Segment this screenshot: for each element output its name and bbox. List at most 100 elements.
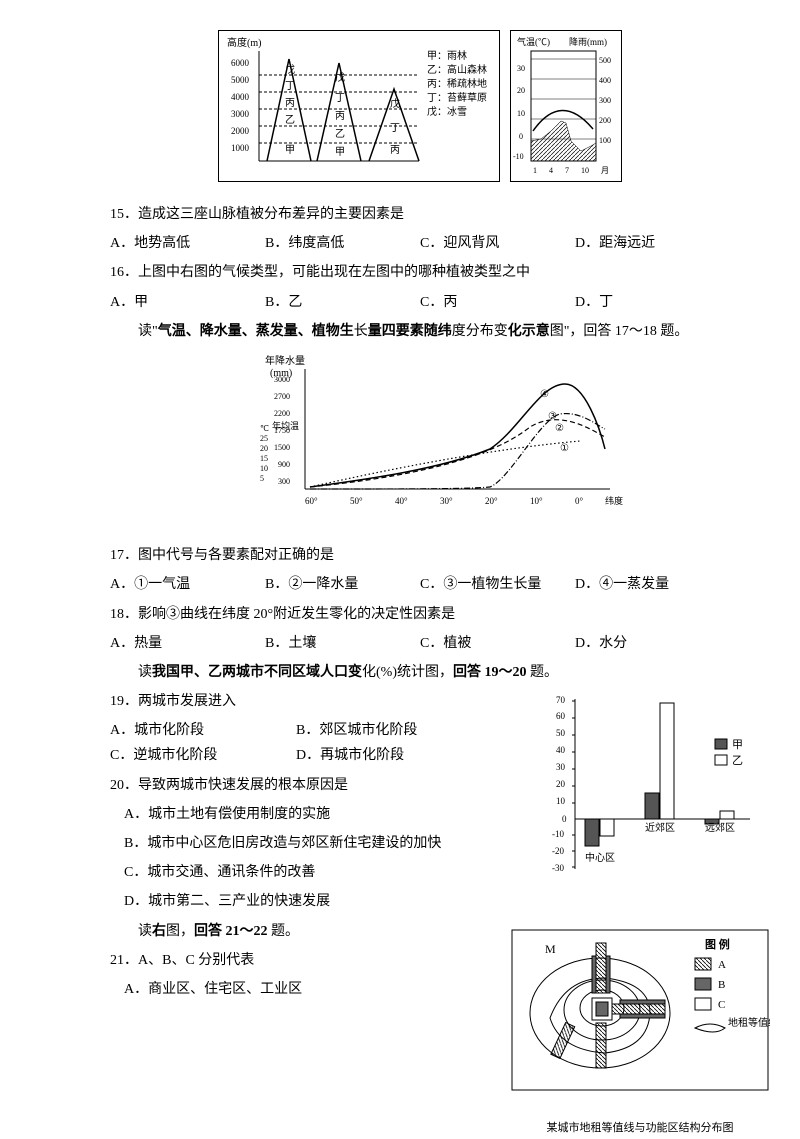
svg-text:甲: 甲 — [732, 739, 743, 751]
svg-text:50°: 50° — [350, 496, 363, 506]
q19-c[interactable]: C．逆城市化阶段 — [110, 743, 296, 768]
q16-d[interactable]: D．丁 — [575, 290, 730, 315]
svg-text:丁：苔藓草原: 丁：苔藓草原 — [427, 91, 487, 104]
q15-a[interactable]: A．地势高低 — [110, 231, 265, 256]
svg-text:60°: 60° — [305, 496, 318, 506]
svg-text:4000: 4000 — [231, 92, 250, 102]
svg-text:1750: 1750 — [274, 426, 290, 435]
svg-text:丙: 丙 — [390, 145, 400, 156]
svg-text:丁: 丁 — [285, 81, 295, 92]
q16-stem: 16．上图中右图的气候类型，可能出现在左图中的哪种植被类型之中 — [110, 260, 730, 285]
q18-a[interactable]: A．热量 — [110, 631, 265, 656]
svg-text:3000: 3000 — [231, 109, 250, 119]
fig4-caption: 某城市地租等值线与功能区结构分布图 — [510, 1119, 770, 1139]
svg-text:年降水量: 年降水量 — [265, 354, 305, 367]
svg-text:②: ② — [555, 423, 564, 434]
figure-19-20: -30 -20 -10 0 10 20 30 40 50 60 70 中心区 — [540, 689, 770, 888]
svg-text:戊: 戊 — [390, 98, 400, 110]
q18-d[interactable]: D．水分 — [575, 631, 730, 656]
svg-text:乙：高山森林: 乙：高山森林 — [427, 63, 487, 76]
svg-text:5: 5 — [260, 474, 264, 483]
svg-text:0: 0 — [519, 132, 523, 141]
svg-text:400: 400 — [599, 76, 611, 85]
svg-text:30: 30 — [556, 762, 566, 772]
svg-text:戊: 戊 — [335, 72, 345, 84]
figure-17-18: 年降水量 (mm) 年均温 300 900 1500 1750 2200 270… — [110, 349, 730, 528]
svg-text:6000: 6000 — [231, 58, 250, 68]
q19-d[interactable]: D．再城市化阶段 — [296, 743, 482, 768]
svg-text:3000: 3000 — [274, 375, 290, 384]
q19-b[interactable]: B．郊区城市化阶段 — [296, 718, 482, 743]
q17-stem: 17．图中代号与各要素配对正确的是 — [110, 543, 730, 568]
svg-text:300: 300 — [599, 96, 611, 105]
q15-d[interactable]: D．距海远近 — [575, 231, 730, 256]
svg-text:10: 10 — [556, 796, 566, 806]
ylabel: 高度(m) — [227, 36, 261, 49]
svg-text:降雨(mm): 降雨(mm) — [569, 36, 607, 47]
q15-c[interactable]: C．迎风背风 — [420, 231, 575, 256]
svg-text:纬度: 纬度 — [605, 495, 623, 506]
svg-text:40°: 40° — [395, 496, 408, 506]
svg-text:1500: 1500 — [274, 443, 290, 452]
svg-text:戊: 戊 — [285, 64, 295, 76]
q17-d[interactable]: D．④一蒸发量 — [575, 572, 730, 597]
svg-text:℃: ℃ — [260, 424, 269, 433]
q17-c[interactable]: C．③一植物生长量 — [420, 572, 575, 597]
svg-text:近郊区: 近郊区 — [645, 821, 675, 834]
svg-text:甲：雨林: 甲：雨林 — [427, 49, 467, 62]
svg-text:乙: 乙 — [732, 754, 743, 767]
svg-text:30: 30 — [517, 64, 525, 73]
svg-text:4: 4 — [549, 166, 553, 175]
svg-text:900: 900 — [278, 460, 290, 469]
svg-text:15: 15 — [260, 454, 268, 463]
svg-text:-10: -10 — [552, 829, 564, 839]
q20-d[interactable]: D．城市第二、三产业的快速发展 — [110, 889, 730, 914]
svg-text:2700: 2700 — [274, 392, 290, 401]
svg-text:甲: 甲 — [335, 147, 345, 158]
svg-text:图 例: 图 例 — [705, 937, 730, 951]
svg-text:乙: 乙 — [335, 128, 345, 140]
svg-text:丁: 丁 — [390, 123, 400, 134]
q17-a[interactable]: A．①一气温 — [110, 572, 265, 597]
q16-c[interactable]: C．丙 — [420, 290, 575, 315]
svg-text:地租等值线: 地租等值线 — [728, 1016, 770, 1029]
q15-b[interactable]: B．纬度高低 — [265, 231, 420, 256]
svg-text:远郊区: 远郊区 — [705, 821, 735, 834]
svg-text:A: A — [718, 959, 726, 971]
svg-text:气温(℃): 气温(℃) — [517, 36, 550, 47]
svg-text:丁: 丁 — [335, 93, 345, 104]
climate-chart: 气温(℃) 降雨(mm) -10 0 10 20 30 100 200 300 … — [510, 30, 622, 182]
svg-text:300: 300 — [278, 477, 290, 486]
svg-text:20°: 20° — [485, 496, 498, 506]
svg-text:1000: 1000 — [231, 143, 250, 153]
svg-text:500: 500 — [599, 56, 611, 65]
figure-15-16: 高度(m) 1000 2000 3000 4000 5000 6000 戊 丁 … — [110, 30, 730, 182]
svg-text:丙: 丙 — [335, 111, 345, 122]
svg-text:0°: 0° — [575, 496, 584, 506]
svg-text:0: 0 — [562, 814, 567, 824]
svg-text:10: 10 — [260, 464, 268, 473]
svg-text:①: ① — [560, 443, 569, 454]
svg-text:C: C — [718, 999, 725, 1011]
q18-b[interactable]: B．土壤 — [265, 631, 420, 656]
svg-text:-30: -30 — [552, 863, 564, 873]
q16-b[interactable]: B．乙 — [265, 290, 420, 315]
svg-text:20: 20 — [556, 779, 566, 789]
svg-text:50: 50 — [556, 728, 566, 738]
q18-c[interactable]: C．植被 — [420, 631, 575, 656]
svg-text:10°: 10° — [530, 496, 543, 506]
q17-b[interactable]: B．②一降水量 — [265, 572, 420, 597]
q18-stem: 18．影响③曲线在纬度 20°附近发生零化的决定性因素是 — [110, 602, 730, 627]
svg-text:100: 100 — [599, 136, 611, 145]
svg-text:40: 40 — [556, 745, 566, 755]
q16-a[interactable]: A．甲 — [110, 290, 265, 315]
svg-text:戊：冰雪: 戊：冰雪 — [427, 105, 467, 118]
q19-a[interactable]: A．城市化阶段 — [110, 718, 296, 743]
svg-text:7: 7 — [565, 166, 569, 175]
svg-text:1: 1 — [533, 166, 537, 175]
svg-text:25: 25 — [260, 434, 268, 443]
figure-21-22: M 图 例 A B C — [510, 928, 770, 1139]
svg-text:丙: 丙 — [285, 98, 295, 109]
svg-text:④: ④ — [540, 389, 549, 400]
svg-text:B: B — [718, 979, 725, 991]
